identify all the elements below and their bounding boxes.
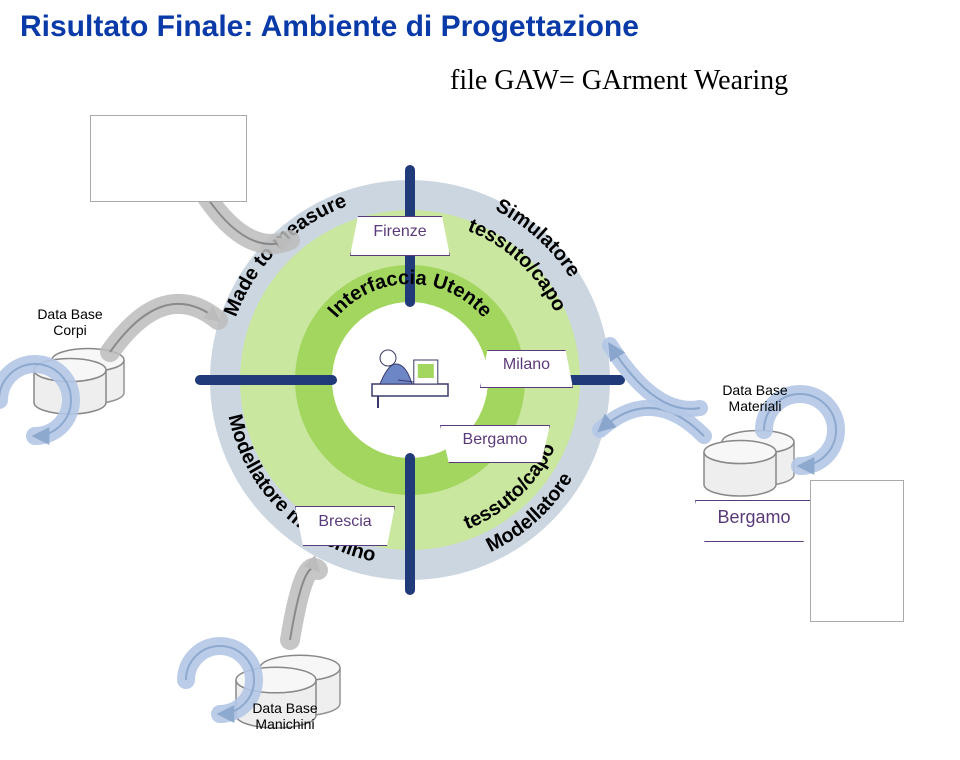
db-manichini: Data Base Manichini	[225, 700, 345, 732]
node-bergamo: Bergamo	[440, 425, 550, 463]
db-manichini-line2: Manichini	[225, 716, 345, 732]
db-corpi-line2: Corpi	[20, 322, 120, 338]
node-brescia: Brescia	[295, 506, 395, 546]
db-corpi-line1: Data Base	[20, 306, 120, 322]
image-machine-topleft	[90, 115, 247, 202]
db-materiali-line2: Materiali	[700, 398, 810, 414]
diagram-stage: Risultato Finale: Ambiente di Progettazi…	[0, 0, 960, 760]
db-materiali-line1: Data Base	[700, 382, 810, 398]
db-materiali: Data Base Materiali	[700, 382, 810, 414]
node-milano: Milano	[480, 350, 573, 388]
db-corpi: Data Base Corpi	[20, 306, 120, 338]
image-machine-bottomright	[810, 480, 904, 622]
node-firenze: Firenze	[350, 216, 450, 256]
db-manichini-line1: Data Base	[225, 700, 345, 716]
diagram-svg: Interfaccia UtenteMade to measureSimulat…	[0, 0, 960, 760]
node-bergamo2: Bergamo	[695, 500, 813, 542]
